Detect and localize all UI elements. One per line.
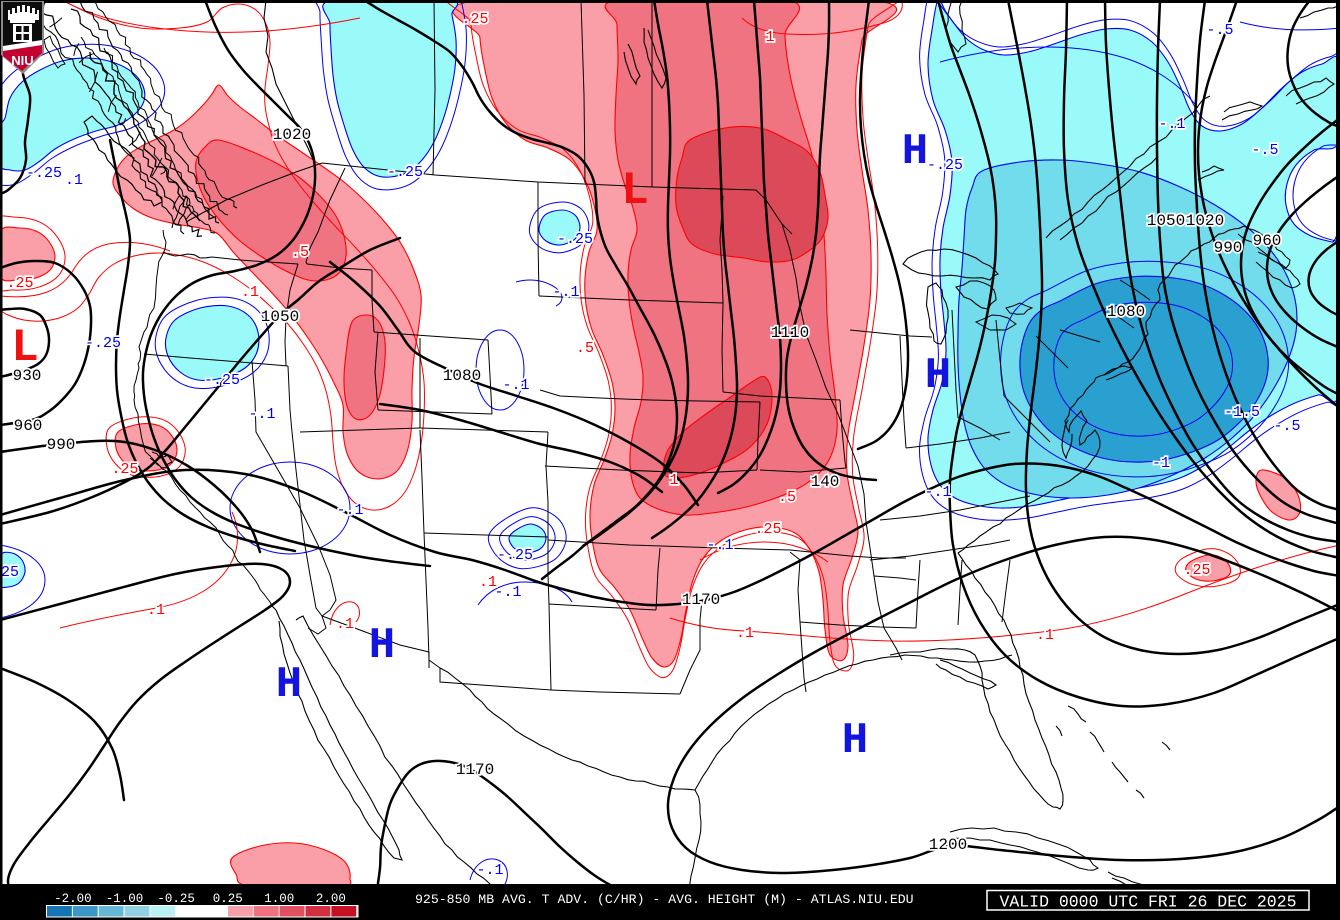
svg-text:.5: .5 [778, 489, 796, 506]
svg-text:25: 25 [1, 564, 19, 581]
svg-text:1.00: 1.00 [264, 892, 294, 906]
svg-text:-.1: -.1 [924, 484, 951, 501]
svg-text:.1: .1 [736, 625, 754, 642]
svg-text:1: 1 [765, 29, 774, 46]
svg-text:NIU: NIU [11, 53, 33, 68]
svg-text:.25: .25 [6, 275, 33, 292]
svg-text:925-850 MB AVG. T ADV. (C/HR): 925-850 MB AVG. T ADV. (C/HR) - AVG. HEI… [415, 892, 914, 907]
svg-text:-.1: -.1 [336, 502, 363, 519]
svg-text:.1: .1 [1036, 627, 1054, 644]
svg-text:.5: .5 [576, 340, 594, 357]
svg-text:-.1: -.1 [706, 537, 733, 554]
svg-text:1: 1 [669, 472, 678, 489]
svg-text:-.25: -.25 [85, 335, 121, 352]
svg-text:.1: .1 [147, 602, 165, 619]
svg-text:-.25: -.25 [927, 157, 963, 174]
svg-text:-.1: -.1 [248, 406, 275, 423]
svg-text:-2.00: -2.00 [54, 892, 92, 906]
svg-text:1050: 1050 [1147, 212, 1185, 230]
svg-text:.1: .1 [336, 616, 354, 633]
svg-text:-0.25: -0.25 [157, 892, 195, 906]
svg-text:2.00: 2.00 [316, 892, 346, 906]
svg-text:960: 960 [14, 417, 43, 435]
svg-text:.25: .25 [461, 11, 488, 28]
svg-text:1020: 1020 [1186, 212, 1224, 230]
svg-text:-.5: -.5 [1206, 22, 1233, 39]
svg-text:-.25: -.25 [204, 372, 240, 389]
svg-text:990: 990 [1214, 239, 1243, 257]
svg-text:.1: .1 [241, 284, 259, 301]
svg-text:H: H [276, 660, 302, 710]
svg-text:140: 140 [811, 473, 840, 491]
svg-text:1080: 1080 [443, 367, 481, 385]
svg-text:-1: -1 [1152, 455, 1170, 472]
svg-text:-.1: -.1 [552, 284, 579, 301]
svg-text:-.25: -.25 [26, 165, 62, 182]
svg-text:.25: .25 [754, 521, 781, 538]
svg-text:VALID 0000 UTC FRI 26 DEC 2025: VALID 0000 UTC FRI 26 DEC 2025 [999, 893, 1296, 912]
svg-text:.5: .5 [291, 244, 309, 261]
svg-text:930: 930 [13, 367, 42, 385]
svg-text:H: H [369, 621, 395, 671]
svg-text:1080: 1080 [1107, 303, 1145, 321]
svg-text:0.25: 0.25 [213, 892, 243, 906]
svg-text:1200: 1200 [929, 836, 967, 854]
svg-text:1170: 1170 [456, 761, 494, 779]
svg-text:-.25: -.25 [387, 164, 423, 181]
svg-text:H: H [925, 351, 951, 401]
svg-text:-.25: -.25 [497, 547, 533, 564]
svg-text:H: H [902, 127, 928, 177]
svg-text:1050: 1050 [261, 308, 299, 326]
svg-text:-.1: -.1 [1158, 116, 1185, 133]
svg-text:-.5: -.5 [1251, 142, 1278, 159]
svg-text:L: L [621, 165, 649, 217]
svg-text:L: L [11, 322, 39, 374]
svg-text:H: H [842, 716, 868, 766]
svg-text:.1: .1 [65, 172, 83, 189]
svg-text:-.1: -.1 [494, 584, 521, 601]
svg-text:-.5: -.5 [1273, 418, 1300, 435]
svg-text:1110: 1110 [771, 324, 809, 342]
svg-text:-1.00: -1.00 [106, 892, 144, 906]
svg-text:-1.5: -1.5 [1224, 404, 1260, 421]
svg-text:990: 990 [47, 436, 76, 454]
svg-text:.25: .25 [111, 461, 138, 478]
svg-text:960: 960 [1253, 232, 1282, 250]
svg-text:-.25: -.25 [557, 231, 593, 248]
svg-text:.1: .1 [479, 574, 497, 591]
svg-text:-.1: -.1 [476, 862, 503, 879]
svg-text:-.1: -.1 [502, 377, 529, 394]
svg-text:.25: .25 [1183, 562, 1210, 579]
svg-text:1020: 1020 [273, 126, 311, 144]
svg-text:1170: 1170 [682, 591, 720, 609]
